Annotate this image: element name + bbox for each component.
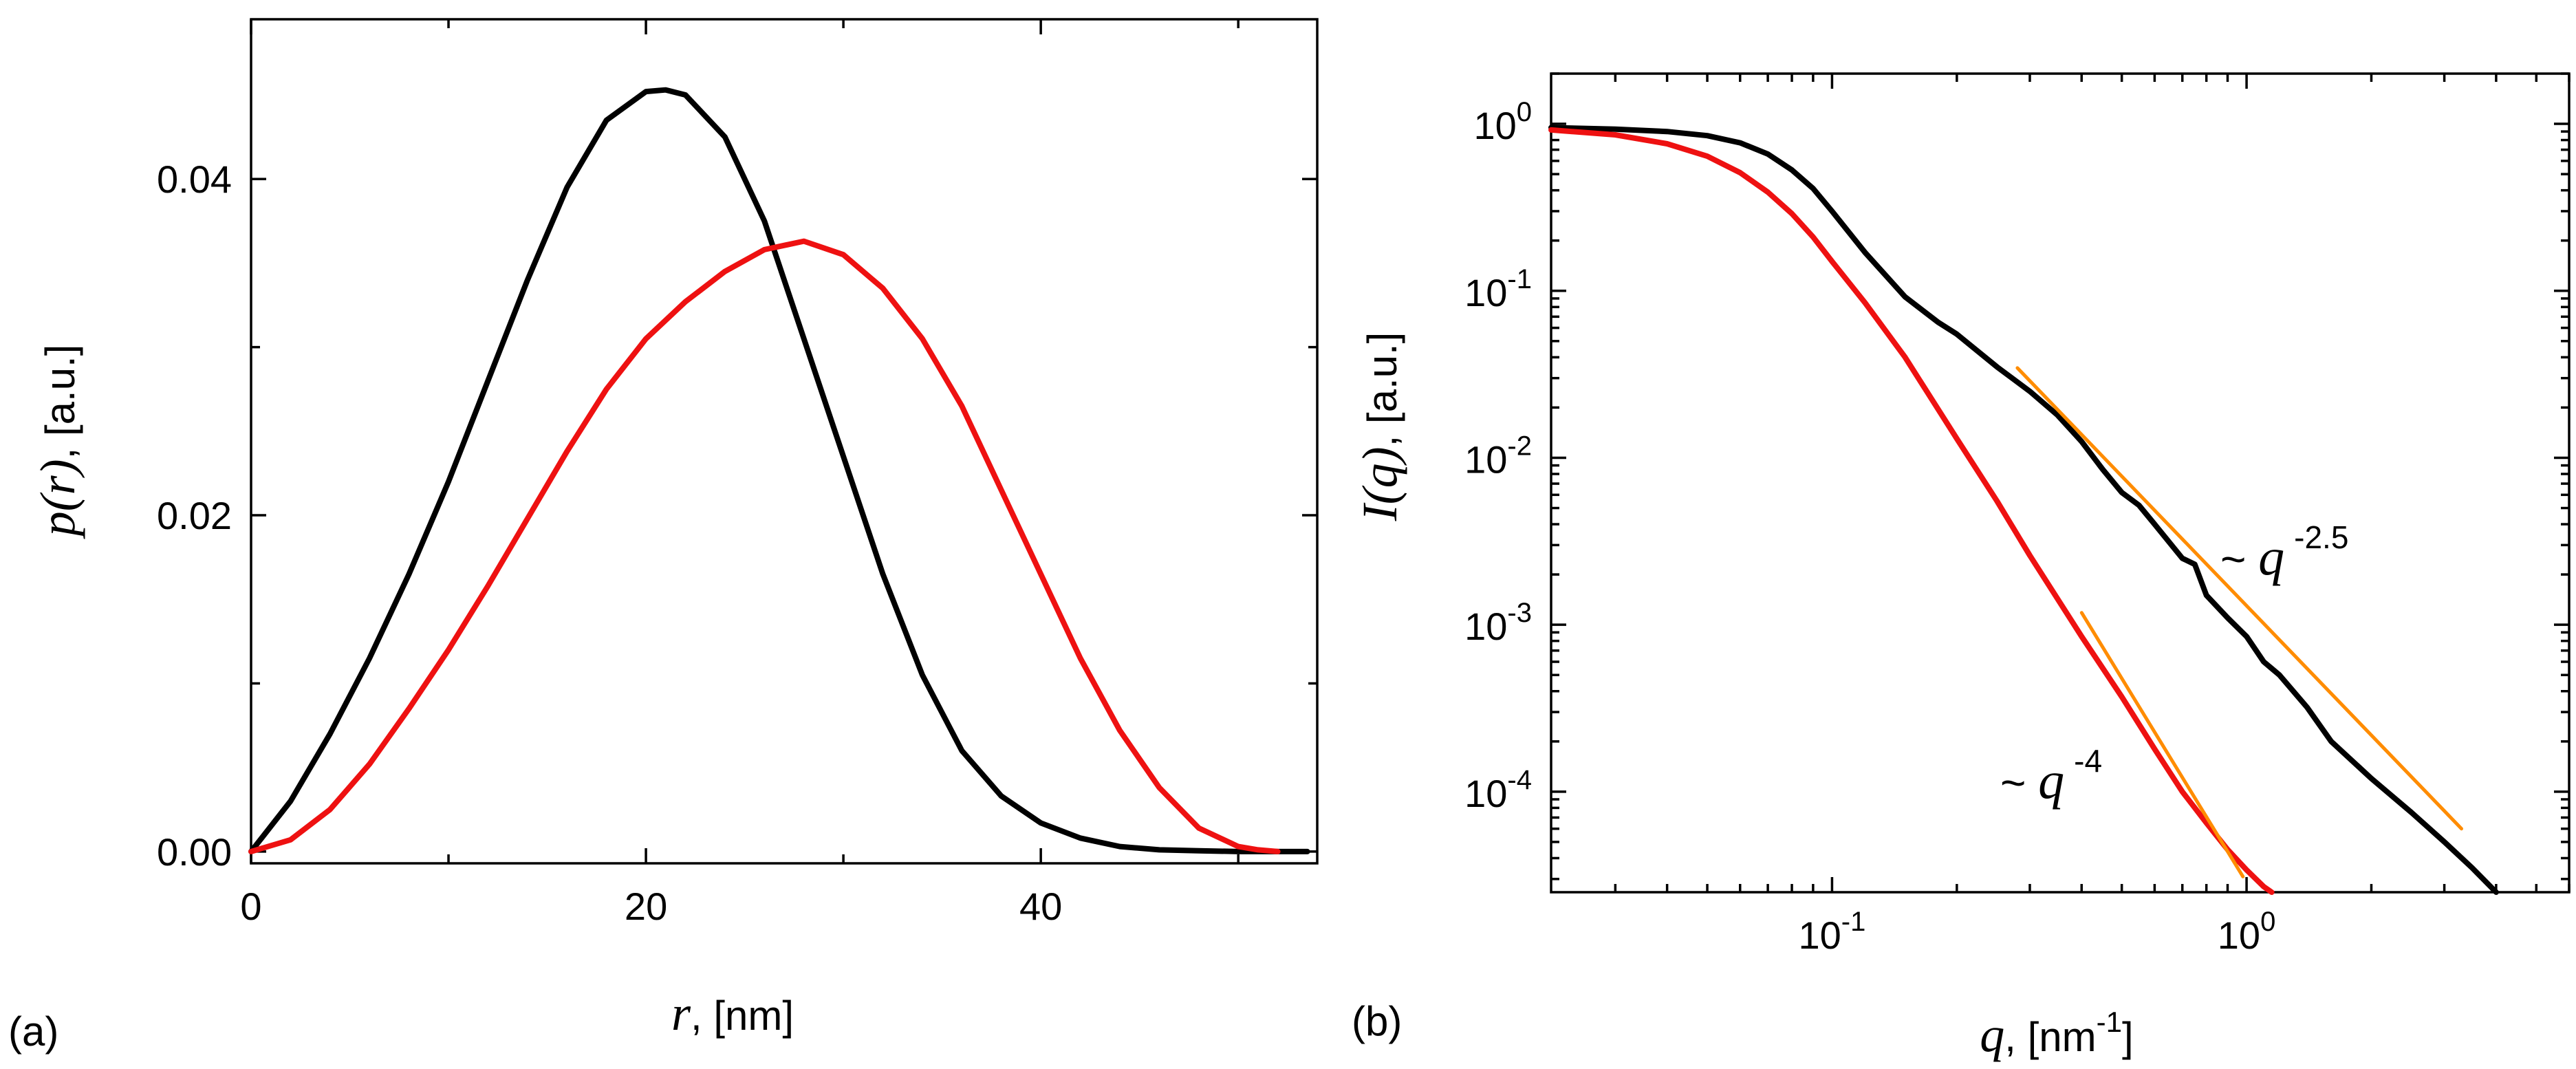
annotation-q-minus-2-5: ~ q -2.5 bbox=[2220, 519, 2348, 586]
panel-b-x-axis-label: q, [nm-1] bbox=[1980, 1006, 2133, 1062]
panel-a-ticks bbox=[250, 19, 1317, 863]
panel-b-y-axis-label: I(q), [a.u.] bbox=[1352, 332, 1407, 522]
panel-b-ytick-label: 100 bbox=[1473, 97, 1532, 147]
panel-a-xtick-label: 0 bbox=[240, 885, 261, 928]
panel-b-series-fit-q-2-5 bbox=[2015, 366, 2463, 831]
panel-b-xtick-label: 100 bbox=[2218, 907, 2276, 957]
panel-a-series-red bbox=[248, 238, 1281, 854]
annotation-q-minus-4: ~ q -4 bbox=[2000, 743, 2102, 810]
panel-b-ytick-label: 10-1 bbox=[1464, 264, 1532, 314]
panel-a-ytick-label: 0.02 bbox=[157, 494, 232, 537]
panel-b-series-fit-q-4 bbox=[2079, 611, 2245, 878]
panel-b-ytick-label: 10-4 bbox=[1464, 765, 1532, 815]
panel-a-series bbox=[248, 87, 1310, 854]
panel-a: 0.00 0.02 0.04 0 20 40 r, [nm] p(r), [a.… bbox=[8, 18, 1319, 1055]
panel-b-ticks bbox=[1551, 72, 2570, 892]
panel-a-ytick-label: 0.04 bbox=[157, 158, 232, 201]
panel-b-xtick-label: 10-1 bbox=[1799, 907, 1866, 957]
panel-b-label: (b) bbox=[1352, 998, 1402, 1044]
panel-b-series-red bbox=[1548, 127, 2275, 895]
panel-a-series-black bbox=[248, 87, 1310, 854]
panel-b-ytick-label: 10-3 bbox=[1464, 598, 1532, 648]
panel-b-ytick-label: 10-2 bbox=[1464, 431, 1532, 481]
panel-a-plot-frame bbox=[250, 18, 1319, 865]
panel-b: 100 10-1 10-2 10-3 10-4 10-1 100 q, [nm-… bbox=[1352, 72, 2570, 1062]
panel-a-x-axis-label: r, [nm] bbox=[671, 986, 794, 1041]
panel-b-series-black bbox=[1548, 125, 2499, 895]
panel-a-ytick-label: 0.00 bbox=[157, 830, 232, 874]
panel-b-series bbox=[1548, 125, 2499, 895]
panel-a-label: (a) bbox=[8, 1008, 58, 1055]
panel-a-xtick-label: 40 bbox=[1019, 885, 1062, 928]
panel-a-y-axis-label: p(r), [a.u.] bbox=[30, 345, 85, 540]
panel-a-xtick-label: 20 bbox=[625, 885, 667, 928]
